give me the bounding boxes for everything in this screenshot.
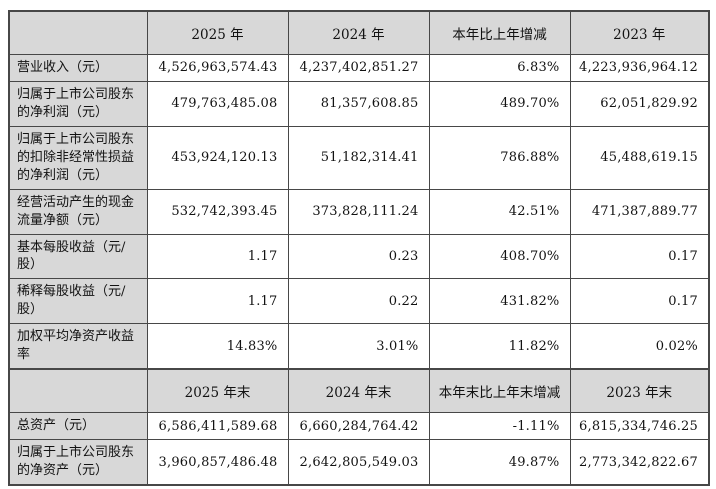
cell-end-change: 49.87% (428, 439, 571, 486)
table-row: 归属于上市公司股东的扣除非经常性损益的净利润（元） 453,924,120.13… (8, 125, 710, 190)
cell-change: 6.83% (428, 54, 571, 82)
cell-2023-end: 6,815,334,746.25 (569, 412, 710, 441)
row-label: 加权平均净资产收益率 (8, 323, 148, 370)
header-row-period-end: 2025 年末 2024 年末 本年末比上年末增减 2023 年末 (8, 368, 710, 414)
header-blank-cell (8, 368, 148, 414)
cell-2024: 3.01% (287, 323, 430, 370)
cell-change: 489.70% (428, 80, 571, 127)
cell-2023-end: 2,773,342,822.67 (569, 439, 710, 486)
table-row: 总资产（元） 6,586,411,589.68 6,660,284,764.42… (8, 412, 710, 441)
cell-2023: 45,488,619.15 (569, 125, 710, 190)
cell-change: 408.70% (428, 233, 571, 280)
header-2025-end: 2025 年末 (146, 368, 289, 414)
table-row: 经营活动产生的现金流量净额（元） 532,742,393.45 373,828,… (8, 188, 710, 235)
cell-2025-end: 3,960,857,486.48 (146, 439, 289, 486)
cell-2025: 1.17 (146, 233, 289, 280)
cell-2025-end: 6,586,411,589.68 (146, 412, 289, 441)
cell-2023: 0.17 (569, 278, 710, 325)
cell-2024: 81,357,608.85 (287, 80, 430, 127)
table-row: 稀释每股收益（元/股） 1.17 0.22 431.82% 0.17 (8, 278, 710, 325)
cell-2024: 51,182,314.41 (287, 125, 430, 190)
cell-2025: 4,526,963,574.43 (146, 54, 289, 82)
header-2023-end: 2023 年末 (569, 368, 710, 414)
row-label: 稀释每股收益（元/股） (8, 278, 148, 325)
header-row-annual: 2025 年 2024 年 本年比上年增减 2023 年 (8, 10, 710, 55)
cell-2024: 4,237,402,851.27 (287, 54, 430, 82)
header-2023: 2023 年 (569, 10, 710, 55)
header-2024: 2024 年 (287, 10, 430, 55)
row-label: 归属于上市公司股东的净资产（元） (8, 439, 148, 486)
row-label: 基本每股收益（元/股） (8, 233, 148, 280)
cell-change: 42.51% (428, 188, 571, 235)
cell-2023: 0.17 (569, 233, 710, 280)
cell-2023: 4,223,936,964.12 (569, 54, 710, 82)
table-row: 基本每股收益（元/股） 1.17 0.23 408.70% 0.17 (8, 233, 710, 280)
header-2025: 2025 年 (146, 10, 289, 55)
header-blank-cell (8, 10, 148, 55)
cell-2025: 479,763,485.08 (146, 80, 289, 127)
cell-2023: 471,387,889.77 (569, 188, 710, 235)
cell-change: 786.88% (428, 125, 571, 190)
cell-2023: 62,051,829.92 (569, 80, 710, 127)
table-row: 营业收入（元） 4,526,963,574.43 4,237,402,851.2… (8, 54, 710, 82)
header-2024-end: 2024 年末 (287, 368, 430, 414)
cell-2024: 373,828,111.24 (287, 188, 430, 235)
row-label: 总资产（元） (8, 412, 148, 441)
cell-2024-end: 2,642,805,549.03 (287, 439, 430, 486)
cell-2024-end: 6,660,284,764.42 (287, 412, 430, 441)
table-row: 归属于上市公司股东的净利润（元） 479,763,485.08 81,357,6… (8, 80, 710, 127)
cell-change: 431.82% (428, 278, 571, 325)
row-label: 经营活动产生的现金流量净额（元） (8, 188, 148, 235)
cell-change: 11.82% (428, 323, 571, 370)
cell-2025: 453,924,120.13 (146, 125, 289, 190)
header-yoy-change: 本年比上年增减 (428, 10, 571, 55)
row-label: 营业收入（元） (8, 54, 148, 82)
row-label: 归属于上市公司股东的扣除非经常性损益的净利润（元） (8, 125, 148, 190)
cell-2023: 0.02% (569, 323, 710, 370)
financial-summary-table: 2025 年 2024 年 本年比上年增减 2023 年 营业收入（元） 4,5… (8, 10, 710, 486)
row-label: 归属于上市公司股东的净利润（元） (8, 80, 148, 127)
header-end-change: 本年末比上年末增减 (428, 368, 571, 414)
cell-2025: 1.17 (146, 278, 289, 325)
cell-2025: 14.83% (146, 323, 289, 370)
cell-2024: 0.23 (287, 233, 430, 280)
table-row: 加权平均净资产收益率 14.83% 3.01% 11.82% 0.02% (8, 323, 710, 370)
cell-end-change: -1.11% (428, 412, 571, 441)
table-row: 归属于上市公司股东的净资产（元） 3,960,857,486.48 2,642,… (8, 439, 710, 486)
cell-2024: 0.22 (287, 278, 430, 325)
cell-2025: 532,742,393.45 (146, 188, 289, 235)
